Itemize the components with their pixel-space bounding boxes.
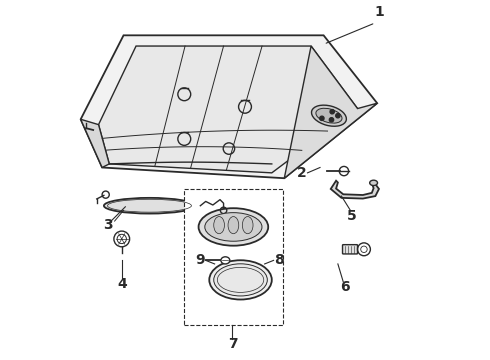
Circle shape [330, 109, 334, 114]
Polygon shape [81, 119, 109, 167]
Polygon shape [331, 181, 379, 199]
Circle shape [336, 113, 340, 118]
Text: 6: 6 [340, 280, 350, 294]
Ellipse shape [221, 257, 230, 264]
Text: 7: 7 [228, 337, 237, 351]
FancyBboxPatch shape [343, 245, 358, 254]
Ellipse shape [198, 208, 268, 246]
Polygon shape [98, 46, 358, 173]
Text: 9: 9 [196, 253, 205, 267]
Circle shape [329, 118, 334, 122]
Ellipse shape [214, 217, 224, 234]
Ellipse shape [243, 217, 253, 234]
Ellipse shape [209, 260, 272, 300]
Ellipse shape [312, 105, 346, 126]
Ellipse shape [205, 213, 262, 241]
Ellipse shape [316, 108, 342, 123]
Text: 1: 1 [374, 5, 384, 19]
Text: 8: 8 [274, 253, 284, 267]
Polygon shape [81, 35, 377, 178]
Text: 2: 2 [297, 166, 307, 180]
Ellipse shape [214, 264, 268, 296]
Ellipse shape [104, 198, 195, 213]
Circle shape [320, 116, 324, 121]
Bar [184, 189, 283, 325]
Text: 4: 4 [117, 276, 126, 291]
Ellipse shape [369, 180, 377, 185]
Polygon shape [284, 46, 377, 178]
Text: 5: 5 [347, 209, 357, 223]
Text: 3: 3 [103, 218, 112, 231]
Ellipse shape [228, 217, 239, 234]
